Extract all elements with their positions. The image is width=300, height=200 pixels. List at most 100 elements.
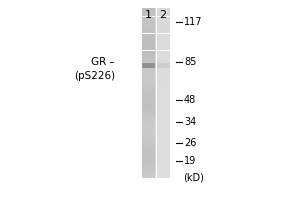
Bar — [157, 31, 169, 33]
Bar — [157, 14, 169, 17]
Text: 117: 117 — [184, 17, 203, 27]
Bar — [142, 87, 154, 90]
Bar — [142, 22, 154, 25]
Bar — [142, 19, 154, 22]
Bar — [142, 56, 154, 59]
Bar — [142, 93, 154, 96]
Bar — [157, 68, 169, 70]
Bar — [157, 167, 169, 170]
Bar — [157, 90, 169, 93]
Bar — [157, 70, 169, 73]
Bar — [142, 73, 154, 76]
Bar — [157, 93, 169, 96]
Bar — [142, 62, 154, 65]
Bar — [142, 99, 154, 102]
Bar — [142, 124, 154, 127]
Bar — [157, 96, 169, 99]
Bar — [157, 25, 169, 28]
Bar — [157, 141, 169, 144]
Bar — [157, 158, 169, 161]
Text: 34: 34 — [184, 117, 196, 127]
Bar — [142, 110, 154, 113]
Bar — [157, 36, 169, 39]
Bar — [142, 150, 154, 153]
Bar — [157, 102, 169, 104]
Bar — [157, 124, 169, 127]
Bar — [157, 48, 169, 50]
Text: (kD): (kD) — [183, 173, 204, 183]
Bar — [142, 138, 154, 141]
Bar — [142, 48, 154, 50]
Bar — [142, 79, 154, 82]
Bar — [157, 127, 169, 130]
Bar — [157, 28, 169, 31]
Bar — [142, 172, 154, 175]
Bar — [157, 11, 169, 14]
Bar — [142, 39, 154, 42]
Bar — [157, 130, 169, 133]
Bar — [157, 17, 169, 19]
Bar — [142, 158, 154, 161]
Bar — [157, 172, 169, 175]
Text: 19: 19 — [184, 156, 196, 166]
Bar — [142, 161, 154, 164]
Bar — [157, 22, 169, 25]
Bar — [142, 118, 154, 121]
Bar — [142, 45, 154, 48]
Bar — [157, 8, 169, 11]
Bar — [142, 82, 154, 84]
Bar — [142, 33, 154, 36]
Bar — [157, 136, 169, 138]
Bar — [157, 161, 169, 164]
Bar — [142, 8, 154, 11]
Bar — [142, 133, 154, 136]
Bar — [157, 113, 169, 116]
Bar — [142, 170, 154, 172]
Bar — [157, 155, 169, 158]
Bar — [142, 76, 154, 79]
Bar — [142, 62, 154, 68]
Bar — [157, 118, 169, 121]
Bar — [157, 147, 169, 150]
Bar — [142, 96, 154, 99]
Bar — [142, 104, 154, 107]
Bar — [157, 133, 169, 136]
Bar — [142, 28, 154, 31]
Bar — [157, 170, 169, 172]
Text: 85: 85 — [184, 57, 197, 67]
Bar — [142, 14, 154, 17]
Bar — [157, 175, 169, 178]
Bar — [157, 104, 169, 107]
Bar — [157, 84, 169, 87]
Text: 2: 2 — [159, 10, 167, 20]
Bar — [142, 17, 154, 19]
Bar — [157, 39, 169, 42]
Bar — [142, 90, 154, 93]
Bar — [142, 53, 154, 56]
Bar — [157, 99, 169, 102]
Bar — [157, 42, 169, 45]
Bar — [157, 19, 169, 22]
Text: GR –: GR – — [91, 57, 115, 67]
Bar — [142, 31, 154, 33]
Bar — [157, 144, 169, 147]
Bar — [142, 42, 154, 45]
Bar — [142, 175, 154, 178]
Bar — [157, 62, 169, 65]
Bar — [157, 56, 169, 59]
Bar — [142, 141, 154, 144]
Bar — [157, 82, 169, 84]
Bar — [142, 164, 154, 167]
Bar — [157, 110, 169, 113]
Bar — [157, 65, 169, 68]
Bar — [157, 164, 169, 167]
Bar — [142, 121, 154, 124]
Bar — [142, 11, 154, 14]
Bar — [157, 138, 169, 141]
Bar — [142, 59, 154, 62]
Bar — [157, 116, 169, 118]
Bar — [157, 79, 169, 82]
Bar — [142, 167, 154, 170]
Bar — [142, 70, 154, 73]
Bar — [142, 147, 154, 150]
